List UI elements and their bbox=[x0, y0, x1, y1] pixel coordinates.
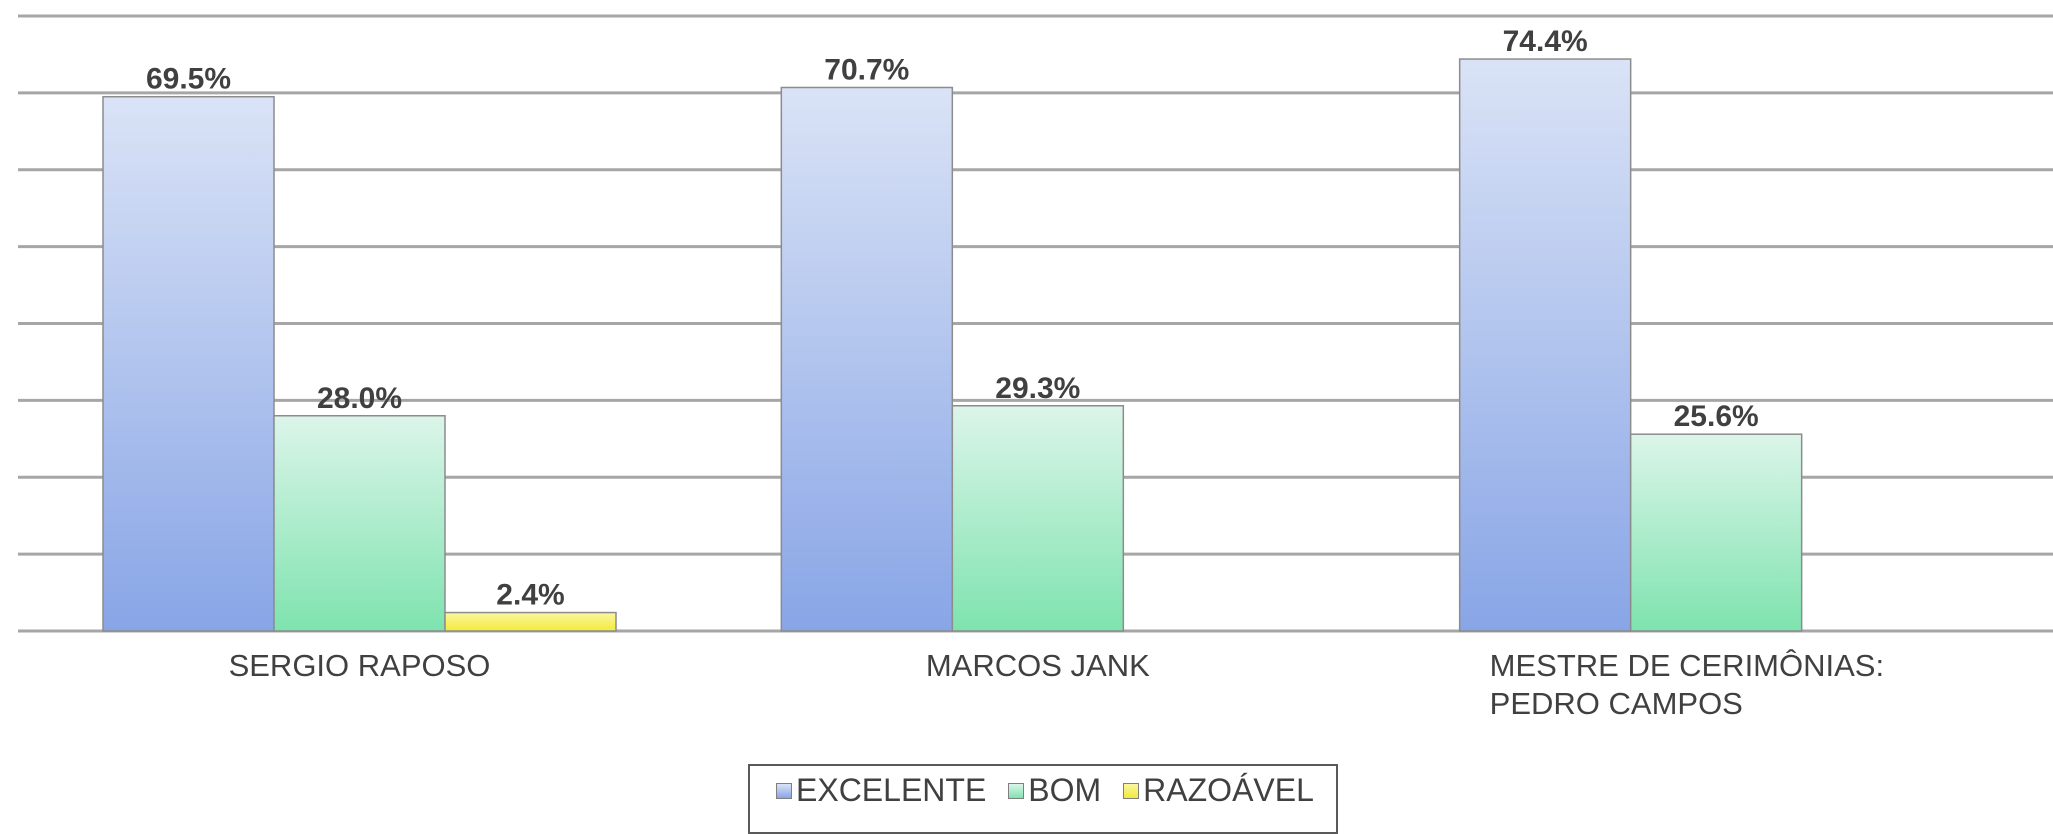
bar-bom-0 bbox=[273, 415, 446, 632]
x-tick-label: MESTRE DE CERIMÔNIAS: PEDRO CAMPOS bbox=[1490, 648, 1884, 721]
legend-entry-bom: BOM bbox=[1008, 772, 1101, 809]
legend-swatch bbox=[776, 782, 792, 799]
data-label: 28.0% bbox=[317, 382, 402, 415]
data-label: 69.5% bbox=[146, 63, 231, 96]
chart-canvas: 69.5% 28.0% 2.4% SERGIO RAPOSO 70.7% 29.3% MAR… bbox=[18, 14, 2053, 721]
legend: EXCELENTE BOM RAZOÁVEL bbox=[748, 764, 1338, 834]
legend-entry-razoável: RAZOÁVEL bbox=[1123, 772, 1314, 809]
bar-excelente-0 bbox=[102, 95, 275, 632]
legend-label: EXCELENTE bbox=[796, 772, 987, 808]
data-label: 29.3% bbox=[995, 372, 1080, 405]
legend-label: RAZOÁVEL bbox=[1143, 772, 1314, 808]
bar-bom-1 bbox=[951, 405, 1125, 632]
legend-entries: EXCELENTE BOM RAZOÁVEL bbox=[776, 772, 1336, 809]
legend-label: BOM bbox=[1028, 772, 1102, 808]
data-label: 2.4% bbox=[496, 579, 564, 612]
bar-excelente-1 bbox=[780, 86, 954, 632]
data-label: 25.6% bbox=[1674, 400, 1759, 433]
x-tick-label: MARCOS JANK bbox=[926, 648, 1150, 683]
legend-swatch bbox=[1123, 782, 1140, 799]
bar-bom-2 bbox=[1629, 433, 1803, 632]
legend-swatch bbox=[1008, 782, 1025, 799]
x-tick-label: SERGIO RAPOSO bbox=[229, 648, 491, 683]
legend-entry-excelente: EXCELENTE bbox=[776, 772, 986, 809]
data-label: 70.7% bbox=[824, 53, 909, 86]
bar-razoável-0 bbox=[444, 611, 617, 632]
bar-excelente-2 bbox=[1458, 58, 1632, 632]
data-label: 74.4% bbox=[1503, 25, 1588, 58]
